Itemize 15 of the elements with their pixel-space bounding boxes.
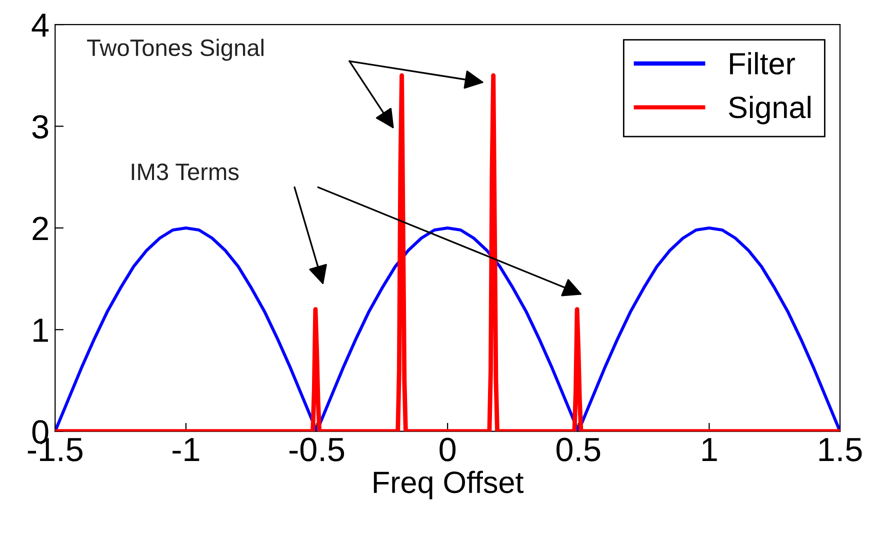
x-tick-label: 1.5 (819, 438, 862, 462)
x-axis-title: Freq Offset (374, 470, 524, 500)
x-tick-label: -0.5 (290, 438, 344, 462)
y-tick-label: 4 (32, 14, 49, 37)
x-tick-label: 1 (702, 438, 717, 462)
legend-label: Filter (730, 52, 795, 75)
y-tick-label: 2 (32, 216, 48, 240)
x-tick-label: -1 (172, 438, 200, 462)
y-tick-label: 1 (34, 318, 48, 342)
x-tick-label: 0.5 (556, 438, 600, 462)
legend-label: Signal (728, 96, 810, 124)
x-tick-label: 0 (440, 438, 456, 462)
y-tick-label: 3 (32, 115, 48, 139)
annotation: IM3 Terms (132, 163, 239, 180)
annotation: TwoTones Signal (87, 38, 264, 61)
